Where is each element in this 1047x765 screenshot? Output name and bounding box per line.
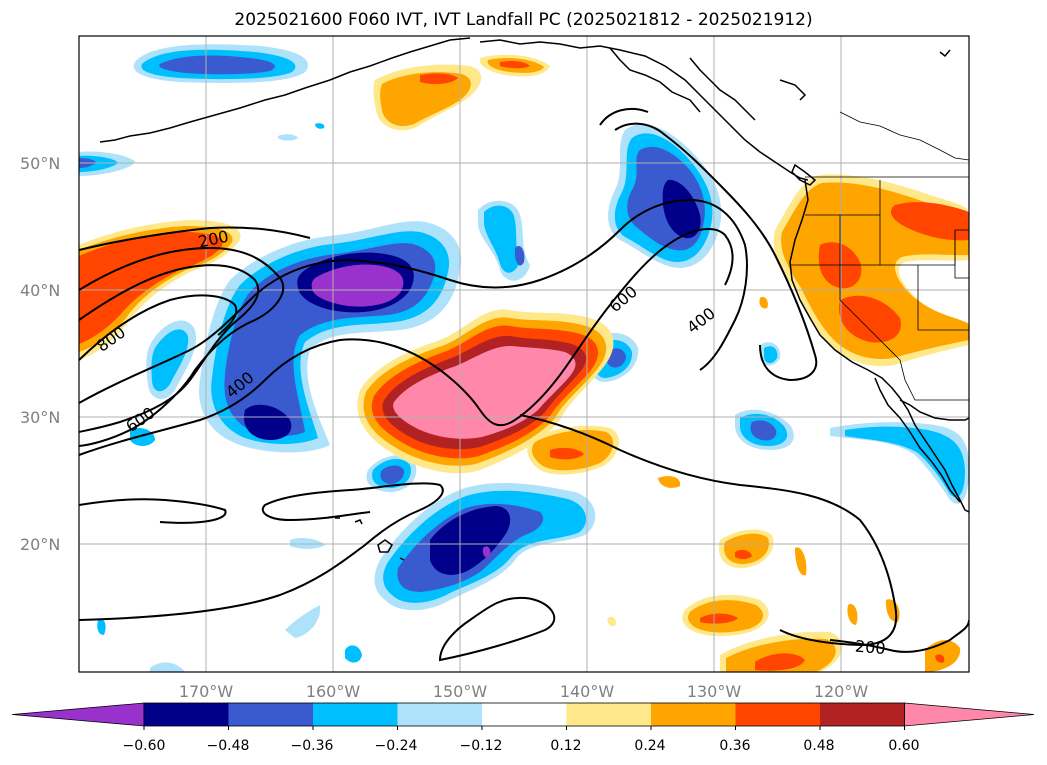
colorbar-segment bbox=[397, 703, 482, 726]
colorbar-extension-right bbox=[904, 702, 1035, 727]
colorbar-segment bbox=[144, 703, 229, 726]
lon-label-130w: 130°W bbox=[687, 682, 742, 701]
colorbar-segment bbox=[820, 703, 905, 726]
lon-label-170w: 170°W bbox=[179, 682, 234, 701]
colorbar-tick-label: −0.12 bbox=[460, 738, 503, 754]
map-content: 200 800 600 400 600 400 200 bbox=[79, 36, 969, 672]
contour-label-200-south: 200 bbox=[854, 637, 886, 659]
colorbar-tick-label: 0.24 bbox=[634, 738, 665, 754]
lat-label-40n: 40°N bbox=[20, 281, 60, 300]
colorbar-segment bbox=[566, 703, 651, 726]
colorbar-extension-left bbox=[11, 702, 145, 727]
lat-label-50n: 50°N bbox=[20, 154, 60, 173]
longitude-labels: 170°W 160°W 150°W 140°W 130°W 120°W bbox=[179, 682, 869, 701]
colorbar-tick-labels: −0.60 −0.48 −0.36 −0.24 −0.12 0.12 0.24 … bbox=[123, 738, 920, 754]
state-borders bbox=[790, 111, 969, 401]
colorbar-tick-label: −0.48 bbox=[207, 738, 250, 754]
colorbar-tick-label: −0.36 bbox=[291, 738, 334, 754]
lon-label-160w: 160°W bbox=[306, 682, 361, 701]
colorbar-segment bbox=[651, 703, 736, 726]
colorbar-segment bbox=[735, 703, 820, 726]
lon-label-120w: 120°W bbox=[814, 682, 869, 701]
positive-anomaly-regions bbox=[79, 54, 969, 672]
colorbar bbox=[11, 702, 1035, 730]
lat-label-20n: 20°N bbox=[20, 535, 60, 554]
colorbar-tick-label: 0.12 bbox=[550, 738, 581, 754]
ivt-contours bbox=[79, 107, 969, 662]
colorbar-tick-label: 0.48 bbox=[803, 738, 834, 754]
colorbar-tick-label: −0.24 bbox=[375, 738, 418, 754]
colorbar-segment bbox=[482, 703, 567, 726]
colorbar-tick-label: 0.36 bbox=[719, 738, 750, 754]
latitude-labels: 50°N 40°N 30°N 20°N bbox=[20, 154, 60, 554]
map-frame-border bbox=[78, 35, 970, 673]
colorbar-tick-label: −0.60 bbox=[123, 738, 166, 754]
colorbar-outline bbox=[143, 702, 905, 727]
lon-label-140w: 140°W bbox=[560, 682, 615, 701]
lon-label-150w: 150°W bbox=[433, 682, 488, 701]
coastlines bbox=[99, 37, 969, 561]
colorbar-segment bbox=[313, 703, 398, 726]
negative-anomaly-regions bbox=[79, 44, 969, 672]
colorbar-segment bbox=[228, 703, 313, 726]
gridlines bbox=[79, 36, 969, 672]
colorbar-tick-label: 0.60 bbox=[888, 738, 919, 754]
lat-label-30n: 30°N bbox=[20, 408, 60, 427]
map-title: 2025021600 F060 IVT, IVT Landfall PC (20… bbox=[234, 10, 813, 30]
